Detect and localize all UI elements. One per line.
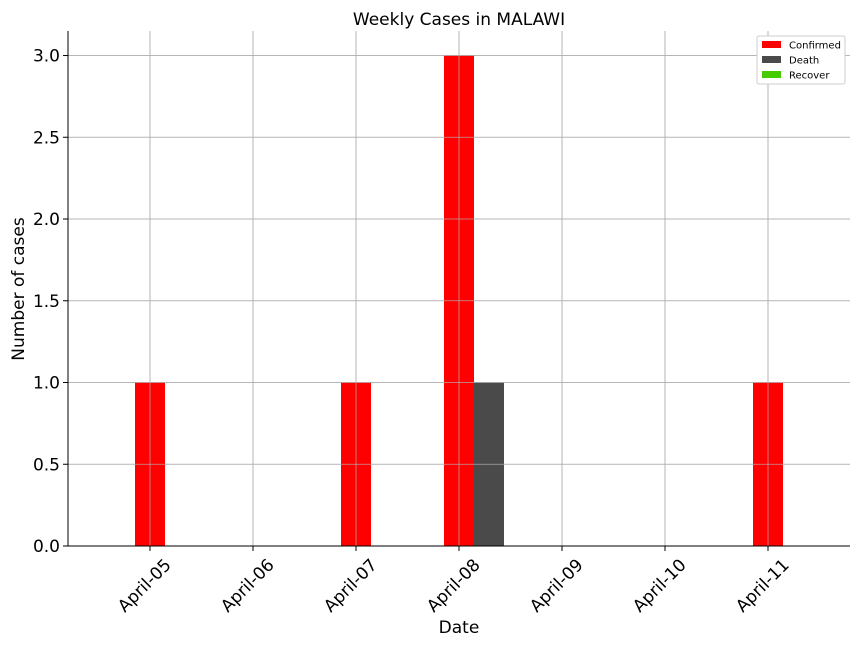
x-tick-label: April-05 — [114, 555, 175, 616]
legend-swatch-confirmed — [762, 41, 781, 48]
x-tick-label: April-06 — [217, 555, 278, 616]
y-tick-label: 0.0 — [33, 537, 60, 557]
y-tick-label: 3.0 — [33, 47, 60, 67]
x-tick-label: April-07 — [320, 555, 381, 616]
bars — [68, 31, 850, 547]
y-ticks: 0.0 0.5 1.0 1.5 2.0 2.5 3.0 — [33, 47, 68, 557]
x-ticks: April-05 April-06 April-07 April-08 April-09… — [114, 546, 794, 617]
x-tick-label: April-08 — [423, 555, 484, 616]
legend-swatch-recover — [762, 71, 781, 78]
y-tick-label: 1.5 — [33, 292, 60, 312]
legend-label-recover: Recover — [789, 71, 830, 82]
legend-label-death: Death — [789, 56, 819, 67]
legend-label-confirmed: Confirmed — [789, 41, 841, 52]
chart-title: Weekly Cases in MALAWI — [353, 10, 565, 30]
y-tick-label: 0.5 — [33, 455, 60, 475]
legend: Confirmed Death Recover — [756, 35, 846, 85]
y-tick-label: 2.5 — [33, 128, 60, 148]
y-axis-label: Number of cases — [9, 217, 29, 361]
x-tick-label: April-09 — [526, 555, 587, 616]
x-tick-label: April-10 — [629, 555, 690, 616]
y-tick-label: 1.0 — [33, 374, 60, 394]
x-tick-label: April-11 — [732, 555, 793, 616]
x-axis-label: Date — [439, 618, 480, 638]
y-tick-label: 2.0 — [33, 210, 60, 230]
legend-swatch-death — [762, 56, 781, 63]
